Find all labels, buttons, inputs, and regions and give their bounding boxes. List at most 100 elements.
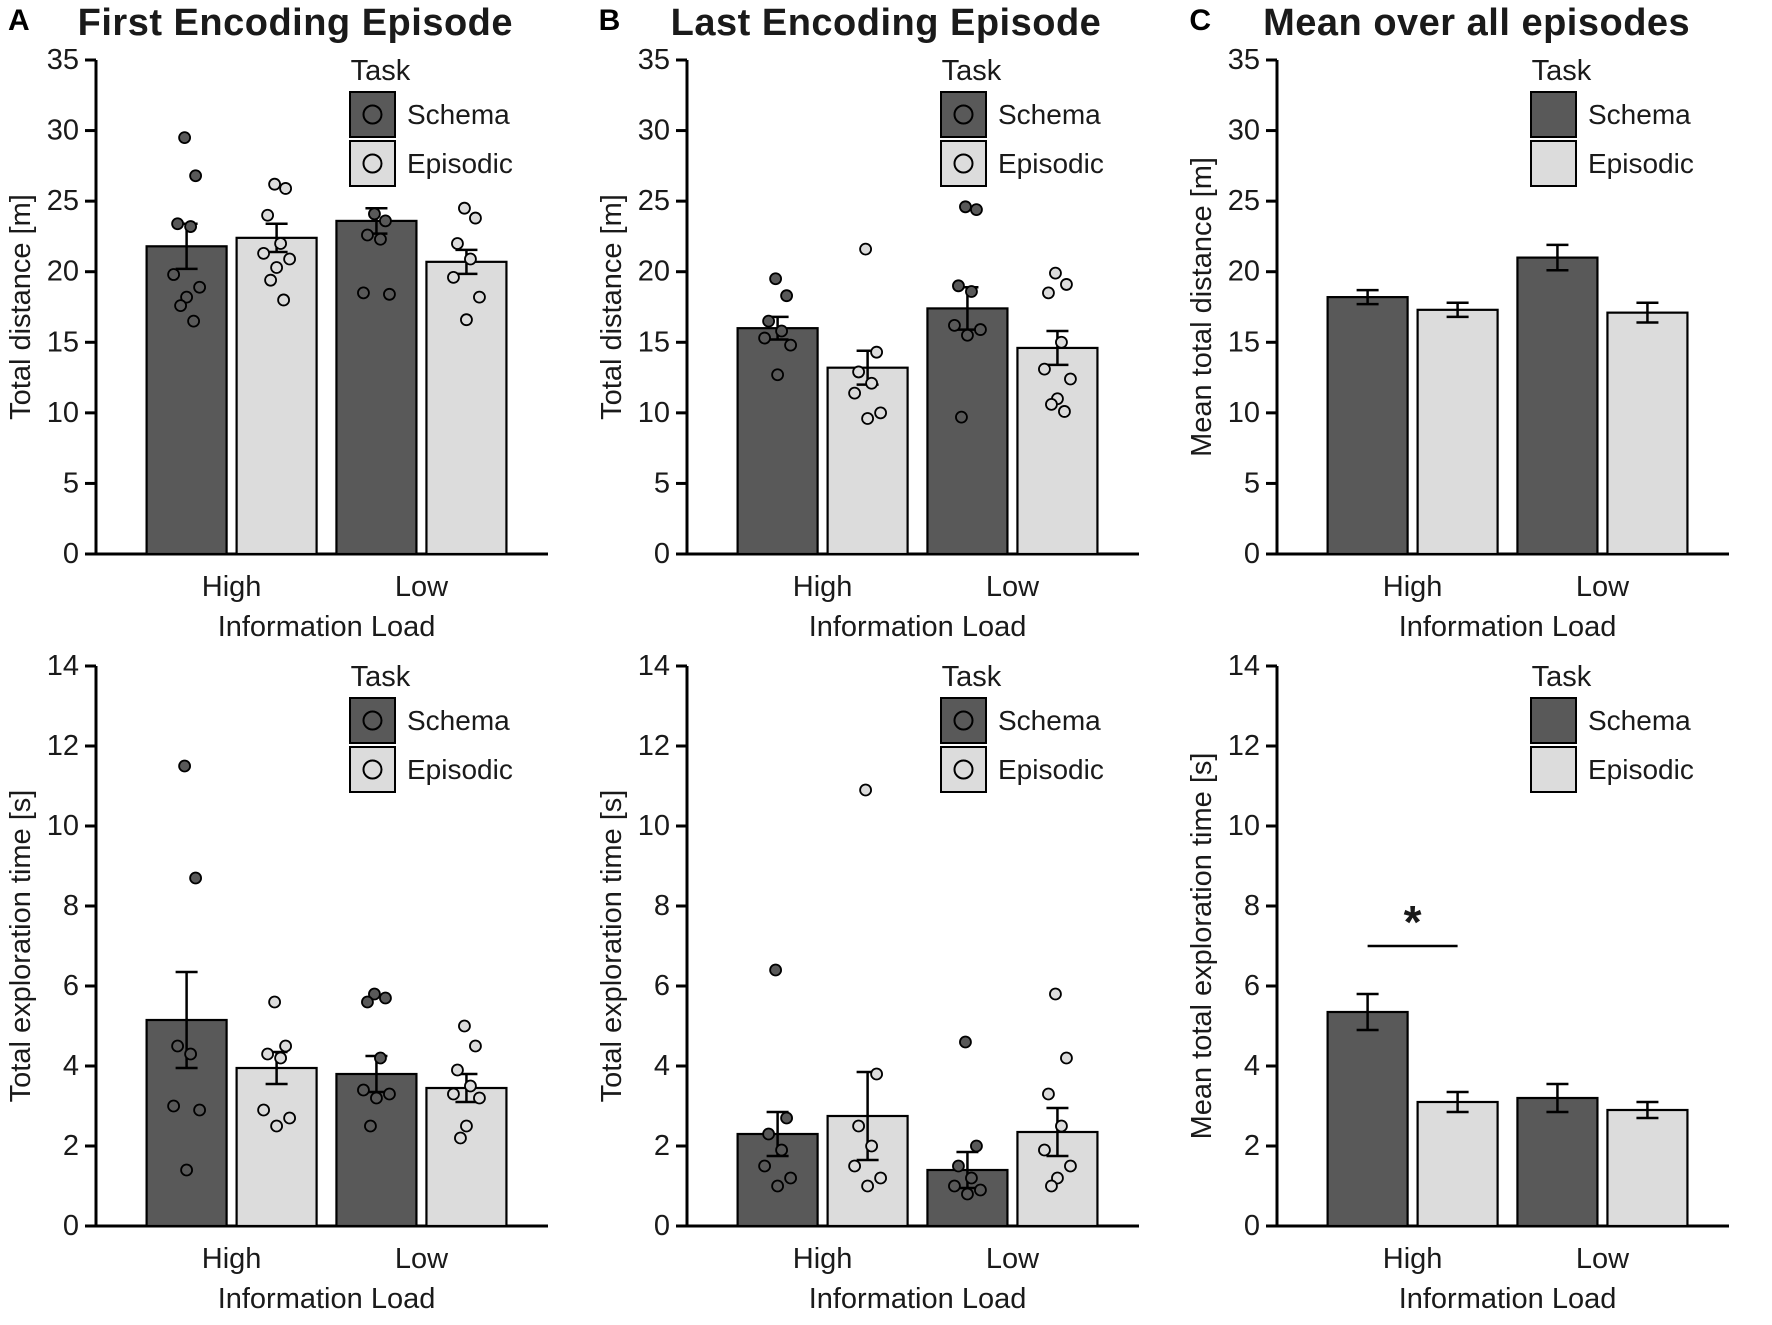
data-point <box>174 299 188 312</box>
x-tick-label: Low <box>985 571 1039 603</box>
data-point <box>768 272 782 286</box>
legend-label: Schema <box>998 705 1101 736</box>
panel-c-bottom: 0 2 4 6 8 10 12 14 Mean total exploration time [… <box>1181 650 1772 1325</box>
x-tick-label: Low <box>1576 571 1630 603</box>
data-point <box>1057 405 1071 418</box>
data-point <box>964 1171 978 1185</box>
legend-key-episodic <box>1530 746 1578 793</box>
data-point <box>469 211 482 225</box>
data-point <box>460 313 473 327</box>
legend-key-episodic <box>349 140 396 187</box>
x-axis-label: Information Load <box>808 611 1026 643</box>
legend-title: Task <box>1532 55 1592 87</box>
legend-label: Episodic <box>1588 754 1694 785</box>
data-point <box>768 963 782 977</box>
data-point <box>1059 1051 1073 1065</box>
data-point <box>370 1091 383 1105</box>
data-point <box>274 1051 288 1065</box>
bar-episodic-high <box>826 366 909 556</box>
data-point <box>847 386 861 400</box>
data-point <box>473 1091 486 1105</box>
data-point <box>1041 1087 1055 1101</box>
data-point <box>184 1047 198 1061</box>
data-point <box>167 1099 181 1113</box>
y-tick-label: 30 <box>1228 115 1260 147</box>
panel-c-header: C Mean over all episodes <box>1181 0 1772 44</box>
significance-star: * <box>1404 896 1422 948</box>
y-tick-label: 10 <box>47 810 79 842</box>
legend-key-episodic <box>1530 140 1578 187</box>
data-point <box>368 987 381 1001</box>
bar-episodic-low <box>425 1086 508 1228</box>
data-point <box>184 220 198 233</box>
bar-episodic-low <box>1015 346 1099 556</box>
data-point <box>774 324 788 338</box>
panel-a-top: A First Encoding Episode 0 5 10 15 20 25 30 35 T… <box>0 0 591 650</box>
chart-root: 0 2 4 6 8 10 12 14 Total exploration time [s] Hig… <box>5 650 548 1315</box>
data-point <box>1044 1179 1058 1193</box>
y-tick-label: 10 <box>47 397 79 429</box>
x-tick-label: High <box>1383 571 1443 603</box>
data-point <box>783 1171 797 1185</box>
data-point <box>761 1127 775 1141</box>
data-point <box>864 376 878 390</box>
y-tick-label: 0 <box>654 538 670 570</box>
data-point <box>958 200 972 214</box>
legend-label: Schema <box>1588 99 1691 130</box>
y-tick-label: 6 <box>63 970 79 1002</box>
data-point <box>869 345 883 359</box>
data-point <box>279 1039 293 1053</box>
x-axis-label: Information Load <box>218 611 436 643</box>
y-tick-label: 14 <box>1228 650 1260 682</box>
legend-key-point <box>362 710 383 731</box>
data-point <box>858 783 872 797</box>
panel-c-top: C Mean over all episodes 0 5 10 15 20 25 30 35 M… <box>1181 0 1772 650</box>
data-point <box>274 237 288 250</box>
data-point <box>954 410 968 424</box>
y-tick-label: 10 <box>637 397 669 429</box>
data-point <box>783 338 797 352</box>
data-point <box>757 331 771 345</box>
y-tick-label: 4 <box>1244 1050 1260 1082</box>
bar-schema-high <box>1326 1010 1410 1228</box>
y-tick-label: 2 <box>654 1130 670 1162</box>
y-tick-label: 14 <box>47 650 79 682</box>
panel-title-mean-episodes: Mean over all episodes <box>1263 2 1691 44</box>
data-point <box>1048 987 1062 1001</box>
chart-root: 0 2 4 6 8 10 12 14 Mean total exploration time [… <box>1186 650 1730 1315</box>
y-tick-label: 8 <box>654 890 670 922</box>
chart-root: 0 5 10 15 20 25 30 35 Total distance [m] High Low I… <box>5 44 548 643</box>
y-tick-label: 25 <box>637 185 669 217</box>
legend-label: Schema <box>407 705 510 736</box>
data-point <box>178 131 192 145</box>
data-point <box>257 1103 271 1117</box>
data-point <box>1041 286 1055 300</box>
legend-key-point <box>953 710 974 731</box>
y-axis-label: Mean total distance [m] <box>1186 157 1218 457</box>
data-point <box>268 177 282 191</box>
data-point <box>973 1183 987 1197</box>
data-point <box>1037 362 1051 376</box>
y-tick-label: 4 <box>63 1050 79 1082</box>
y-tick-label: 25 <box>47 185 79 217</box>
y-axis-label: Total distance [m] <box>5 194 37 420</box>
chart-root: 0 2 4 6 8 10 12 14 Total exploration time [s] Hig… <box>596 650 1139 1315</box>
data-point <box>193 1103 207 1117</box>
legend-label: Schema <box>998 99 1101 130</box>
y-tick-label: 0 <box>654 1210 670 1242</box>
legend-key-point <box>953 104 974 125</box>
y-tick-label: 0 <box>1244 538 1260 570</box>
legend-label: Episodic <box>407 754 513 785</box>
data-point <box>757 1159 771 1173</box>
data-point <box>761 314 775 328</box>
data-point <box>464 252 477 266</box>
data-point <box>969 1139 983 1153</box>
data-point <box>167 268 181 281</box>
y-tick-label: 35 <box>637 44 669 76</box>
data-point <box>178 759 192 773</box>
data-point <box>383 1087 396 1101</box>
data-point <box>361 995 374 1009</box>
data-point <box>379 991 392 1005</box>
legend-key-point <box>362 759 383 780</box>
data-point <box>1063 1159 1077 1173</box>
